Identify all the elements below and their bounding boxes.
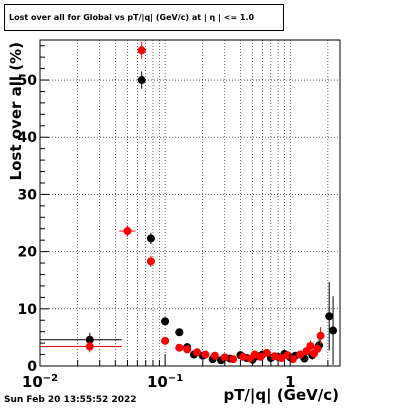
data-point bbox=[220, 353, 229, 362]
data-point bbox=[277, 353, 286, 362]
data-point bbox=[329, 326, 338, 335]
data-point bbox=[306, 341, 315, 350]
y-tick-label: 20 bbox=[18, 245, 38, 261]
data-point bbox=[270, 352, 279, 361]
data-point bbox=[137, 76, 146, 85]
x-tick-label: 10−1 bbox=[147, 373, 183, 391]
timestamp-label: Sun Feb 20 13:55:52 2022 bbox=[4, 395, 137, 405]
chart-title: Lost over all for Global vs pT/|q| (GeV/… bbox=[4, 4, 284, 31]
data-point bbox=[239, 352, 248, 361]
data-point bbox=[146, 234, 155, 243]
data-point bbox=[175, 343, 184, 352]
data-point bbox=[175, 328, 184, 337]
data-point bbox=[193, 348, 202, 357]
data-point bbox=[201, 350, 210, 359]
data-point bbox=[256, 352, 265, 361]
data-point bbox=[85, 335, 94, 344]
data-point bbox=[123, 227, 132, 236]
x-tick-label: 1 bbox=[285, 373, 295, 391]
data-point bbox=[161, 336, 170, 345]
plot-frame bbox=[39, 39, 341, 367]
axes: 0 10 20 30 40 50 10−2 10−1 1 bbox=[18, 45, 329, 391]
data-point bbox=[210, 351, 219, 360]
series-2 bbox=[40, 41, 325, 364]
data-point bbox=[183, 345, 192, 354]
y-tick-label: 30 bbox=[18, 187, 38, 203]
series-1 bbox=[40, 71, 338, 365]
data-point bbox=[146, 257, 155, 266]
data-point bbox=[229, 355, 238, 364]
data-point bbox=[288, 355, 297, 364]
y-tick-label: 50 bbox=[18, 73, 38, 89]
data-point bbox=[316, 331, 325, 340]
y-axis-label: Lost over all (%) bbox=[7, 42, 25, 180]
data-point bbox=[161, 317, 170, 326]
data-point bbox=[85, 342, 94, 351]
data-point bbox=[325, 312, 334, 321]
data-series bbox=[40, 41, 338, 365]
data-point bbox=[296, 350, 305, 359]
x-axis-label: pT/|q| (GeV/c) bbox=[223, 386, 339, 405]
y-tick-label: 0 bbox=[27, 359, 37, 375]
y-tick-label: 40 bbox=[18, 130, 38, 146]
data-point bbox=[313, 344, 322, 353]
data-point bbox=[137, 46, 146, 55]
x-tick-label: 10−2 bbox=[22, 373, 58, 391]
grid-lines bbox=[39, 40, 340, 366]
data-point bbox=[262, 348, 271, 357]
y-tick-label: 10 bbox=[18, 302, 38, 318]
